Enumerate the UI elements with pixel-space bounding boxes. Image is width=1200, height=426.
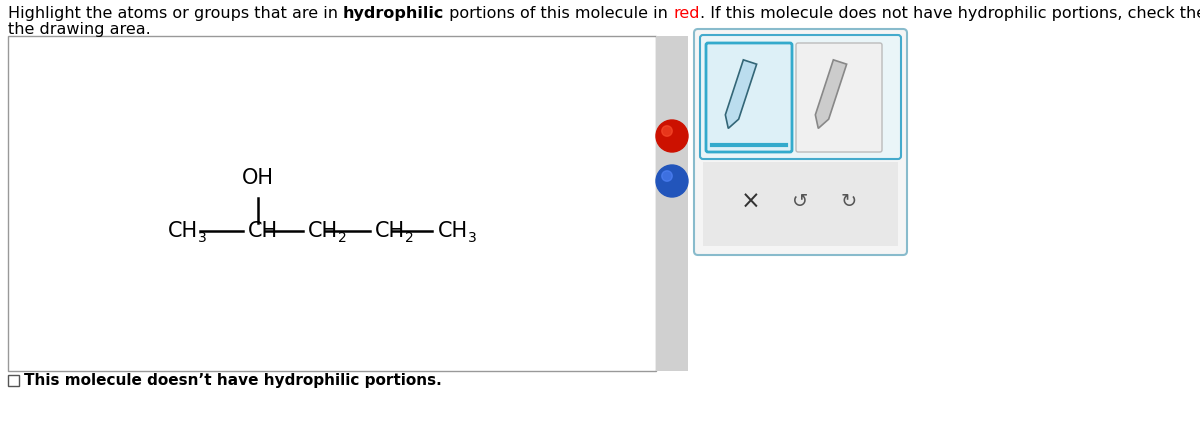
Text: ↻: ↻ — [841, 193, 857, 211]
Text: CH: CH — [248, 221, 278, 241]
Text: OH: OH — [242, 168, 274, 188]
Circle shape — [661, 171, 672, 181]
FancyArrow shape — [815, 60, 847, 128]
Text: 3: 3 — [198, 231, 206, 245]
Bar — [656, 36, 688, 371]
Text: 3: 3 — [468, 231, 476, 245]
Text: 2: 2 — [338, 231, 347, 245]
Circle shape — [661, 126, 672, 136]
Text: CH: CH — [168, 221, 198, 241]
Text: portions of this molecule in: portions of this molecule in — [444, 6, 673, 21]
Bar — [8, 36, 656, 371]
FancyBboxPatch shape — [694, 29, 907, 255]
Text: 2: 2 — [406, 231, 414, 245]
Text: hydrophilic: hydrophilic — [343, 6, 444, 21]
Bar — [703, 162, 898, 246]
Text: CH: CH — [308, 221, 338, 241]
Text: ↺: ↺ — [792, 193, 808, 211]
Text: CH: CH — [374, 221, 406, 241]
Text: . If this molecule does not have hydrophilic portions, check the box below: . If this molecule does not have hydroph… — [700, 6, 1200, 21]
Text: ×: × — [742, 190, 761, 214]
FancyArrow shape — [725, 60, 757, 128]
Text: the drawing area.: the drawing area. — [8, 22, 151, 37]
Text: CH: CH — [438, 221, 468, 241]
FancyBboxPatch shape — [700, 35, 901, 159]
Circle shape — [656, 165, 688, 197]
Bar — [8, 375, 19, 386]
Text: red: red — [673, 6, 700, 21]
Text: Highlight the atoms or groups that are in: Highlight the atoms or groups that are i… — [8, 6, 343, 21]
FancyBboxPatch shape — [706, 43, 792, 152]
Circle shape — [656, 120, 688, 152]
FancyBboxPatch shape — [796, 43, 882, 152]
Text: This molecule doesn’t have hydrophilic portions.: This molecule doesn’t have hydrophilic p… — [24, 373, 442, 388]
